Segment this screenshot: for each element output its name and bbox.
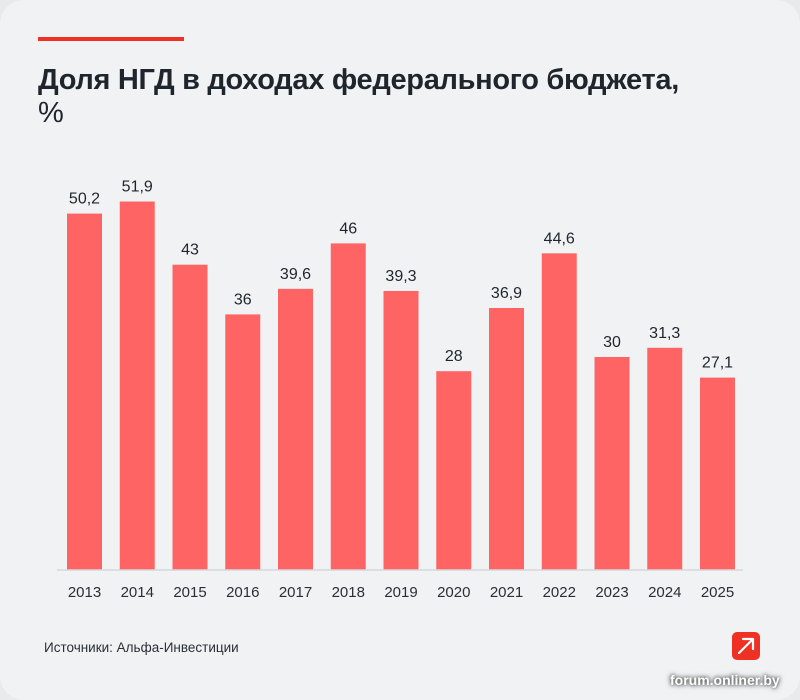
bar-2022	[541, 253, 577, 570]
x-tick-label-2014: 2014	[121, 584, 154, 601]
x-tick-label-2018: 2018	[332, 584, 365, 601]
data-label-2018: 46	[339, 220, 357, 237]
accent-bar	[38, 37, 184, 41]
data-label-2022: 44,6	[544, 230, 575, 247]
bars-group	[67, 201, 735, 570]
chart-title-unit: %	[38, 97, 64, 129]
bar-2025	[700, 377, 735, 570]
data-label-2017: 39,6	[280, 266, 311, 283]
bar-2014	[119, 201, 155, 570]
x-tick-label-2016: 2016	[226, 584, 259, 601]
arrow-glyph	[737, 637, 755, 655]
x-tick-label-2020: 2020	[437, 584, 470, 601]
bar-2015	[172, 264, 208, 570]
bar-2013	[67, 213, 102, 570]
data-labels-group: 50,2 51,9 43 36 39,6 46 39,3 28 36,9 44,6 30 31,3 27…	[69, 179, 733, 372]
x-tick-label-2019: 2019	[384, 584, 417, 601]
alfa-arrow-icon	[732, 632, 760, 660]
data-label-2025: 27,1	[702, 355, 733, 372]
x-tick-label-2017: 2017	[279, 584, 312, 601]
chart-title-text: Доля НГД в доходах федерального бюджета,	[38, 64, 679, 96]
bar-2017	[278, 288, 313, 570]
data-label-2024: 31,3	[649, 325, 680, 342]
x-tick-label-2015: 2015	[173, 584, 206, 601]
bar-2020	[436, 371, 472, 570]
x-tick-label-2021: 2021	[490, 584, 523, 601]
data-label-2023: 30	[603, 334, 621, 351]
data-label-2019: 39,3	[385, 268, 416, 285]
x-tick-label-2022: 2022	[543, 584, 576, 601]
source-note: Источники: Альфа-Инвестиции	[44, 640, 239, 655]
data-label-2015: 43	[181, 242, 199, 259]
x-tick-label-2024: 2024	[648, 584, 681, 601]
bar-2016	[225, 314, 261, 570]
x-tick-label-2023: 2023	[595, 584, 628, 601]
data-label-2013: 50,2	[69, 191, 100, 208]
data-label-2014: 51,9	[122, 179, 153, 196]
chart-title: Доля НГД в доходах федерального бюджета,…	[38, 64, 758, 130]
bar-2023	[594, 357, 630, 570]
data-label-2021: 36,9	[491, 285, 522, 302]
watermark: forum.onliner.by	[670, 672, 780, 688]
x-tick-labels-group: 2013 2014 2015 2016 2017 2018 2019 2020 2021 2022…	[68, 584, 734, 601]
data-label-2020: 28	[445, 348, 463, 365]
bar-2021	[489, 308, 524, 570]
x-tick-label-2025: 2025	[701, 584, 734, 601]
x-tick-label-2013: 2013	[68, 584, 101, 601]
data-label-2016: 36	[234, 291, 252, 308]
bar-2018	[330, 243, 366, 570]
bar-2024	[647, 347, 683, 570]
bar-2019	[383, 290, 419, 570]
